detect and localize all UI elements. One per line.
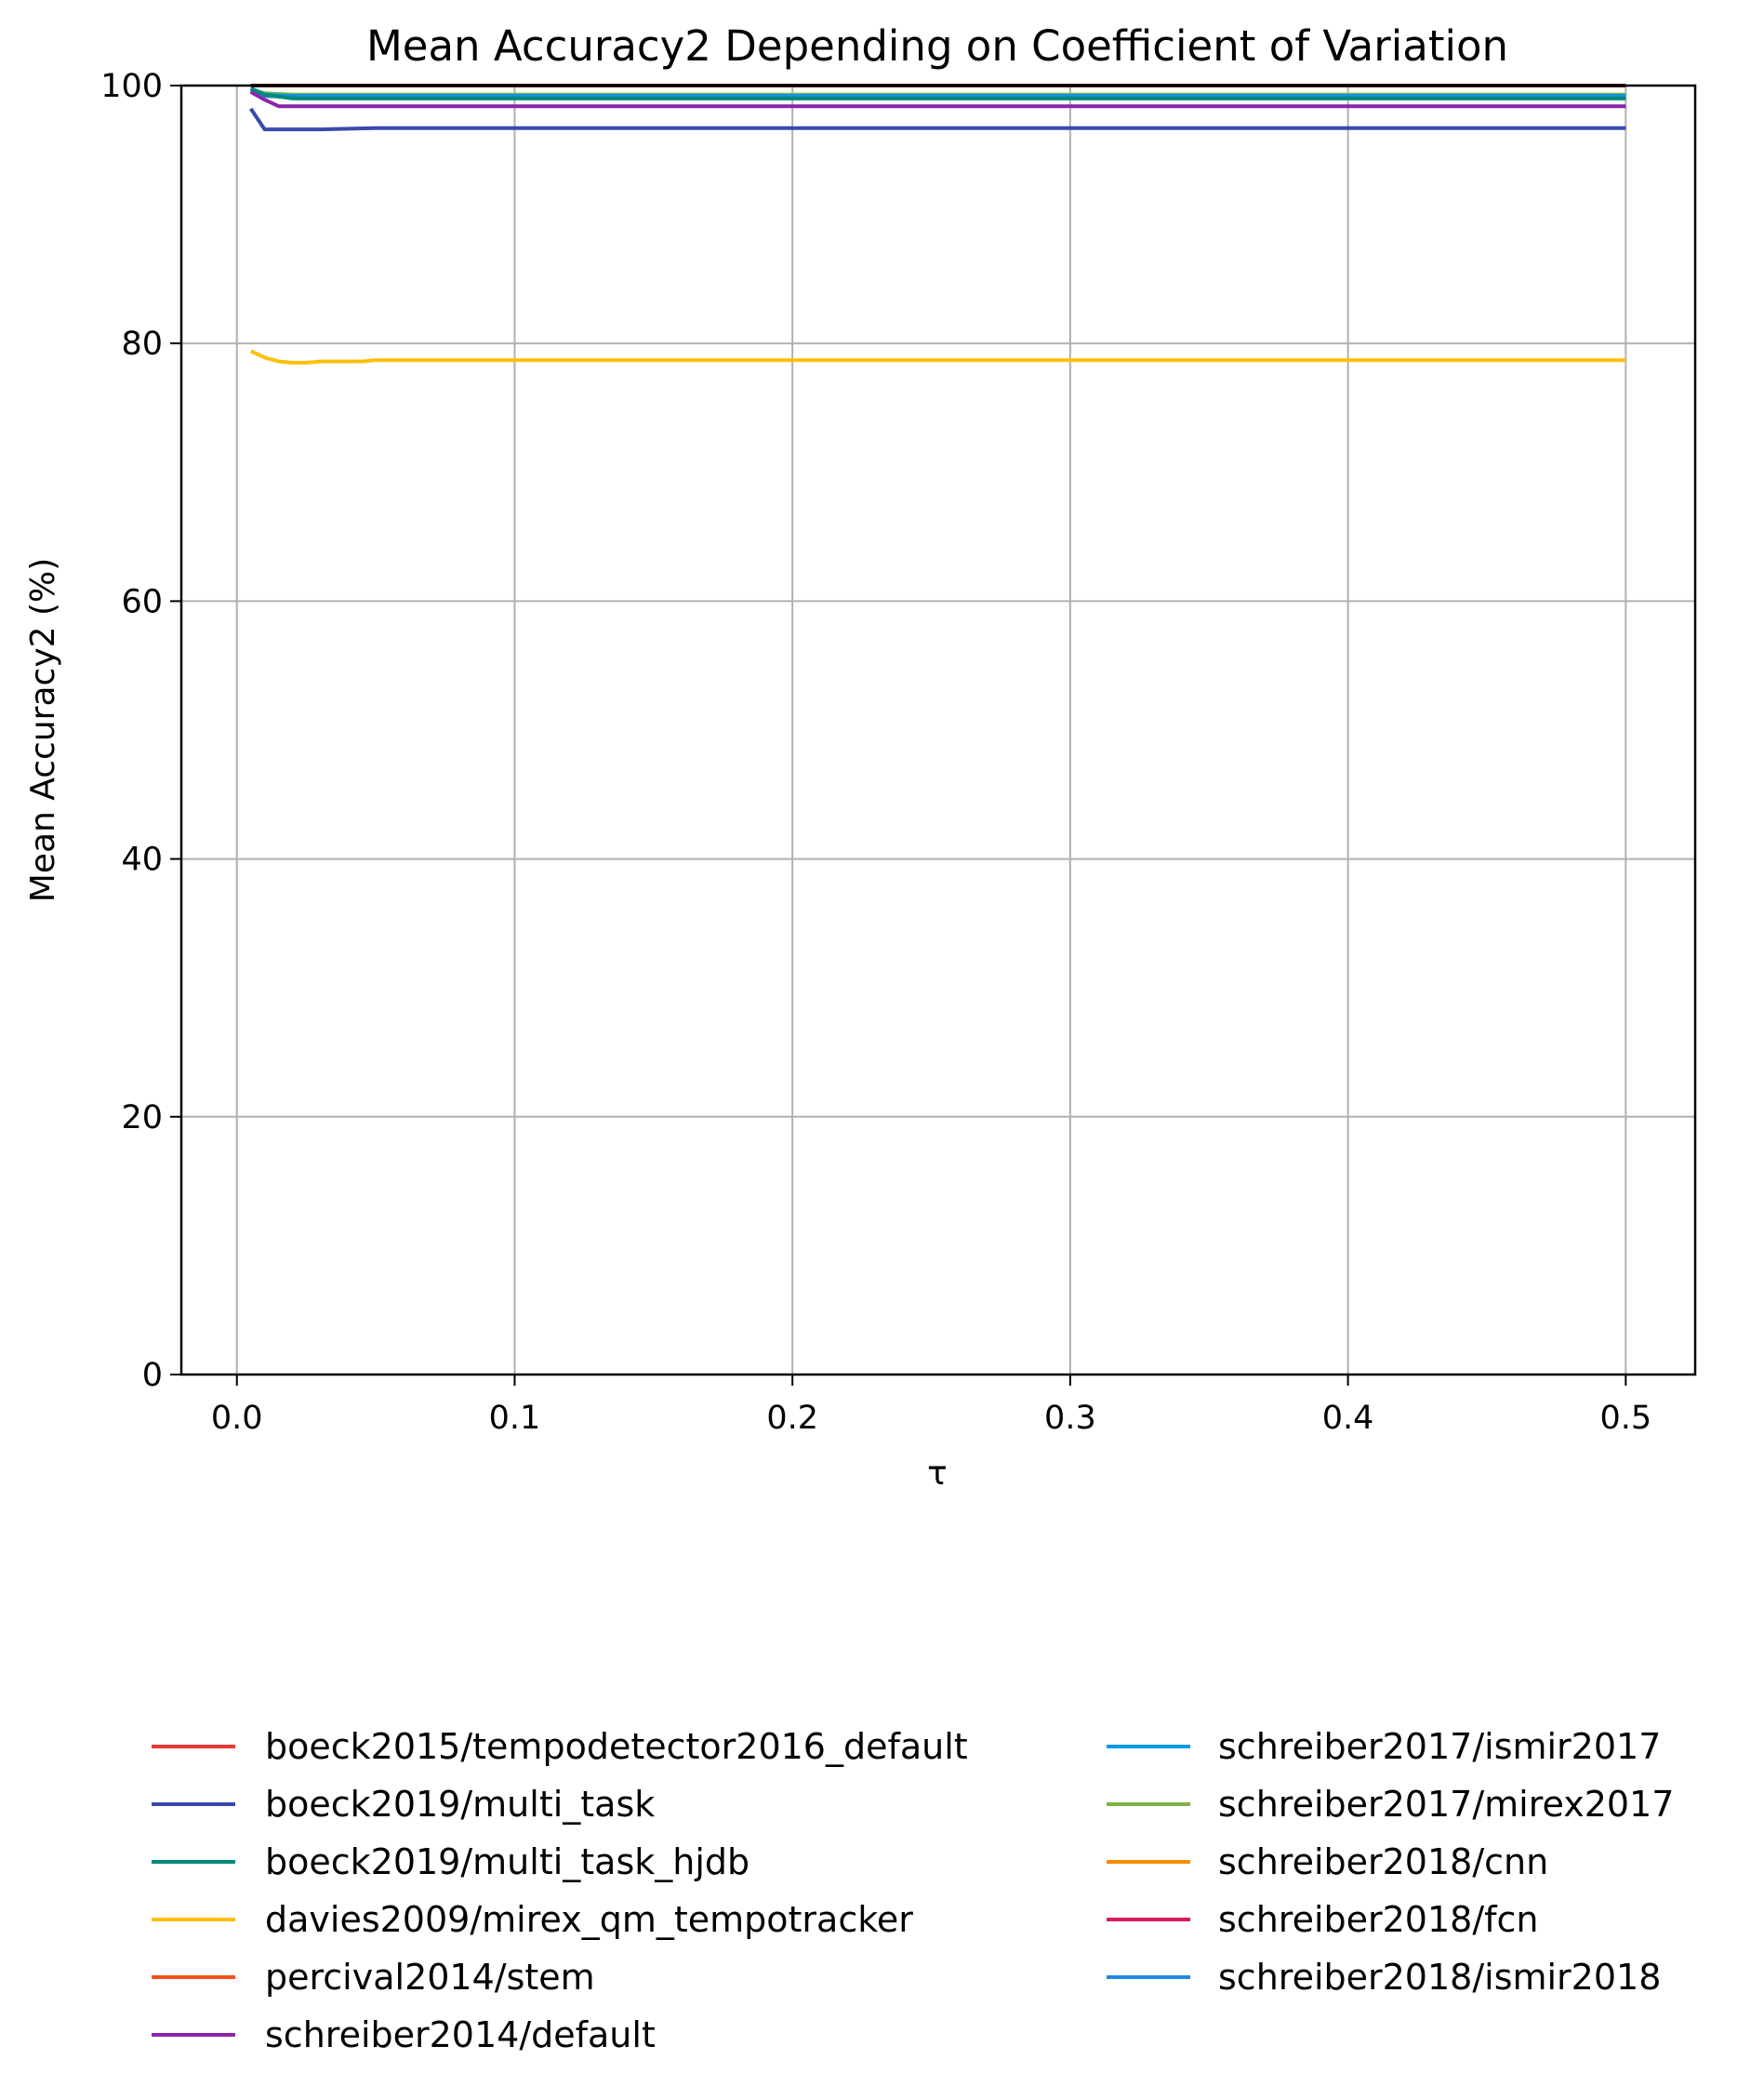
y-tick-label: 80 — [121, 325, 163, 363]
y-tick-label: 20 — [121, 1099, 163, 1136]
legend-label: davies2009/mirex_qm_tempotracker — [265, 1899, 913, 1940]
series-line — [249, 349, 1626, 365]
x-axis-label: τ — [927, 1455, 948, 1493]
legend-item: percival2014/stem — [152, 1957, 595, 1998]
legend-label: schreiber2017/ismir2017 — [1218, 1726, 1661, 1767]
legend-item: schreiber2018/fcn — [1107, 1899, 1539, 1940]
series-line — [249, 107, 1626, 132]
legend: boeck2015/tempodetector2016_defaultboeck… — [152, 1726, 1674, 2055]
x-axis-ticks: 0.0 0.1 0.2 0.3 0.4 0.5 — [211, 1375, 1651, 1437]
x-tick-label: 0.3 — [1044, 1400, 1096, 1437]
legend-label: schreiber2017/mirex2017 — [1218, 1784, 1674, 1825]
legend-label: boeck2019/multi_task_hjdb — [265, 1841, 749, 1882]
legend-label: schreiber2018/ismir2018 — [1218, 1957, 1661, 1998]
legend-label: percival2014/stem — [265, 1957, 595, 1998]
x-tick-label: 0.4 — [1322, 1400, 1374, 1437]
grid — [181, 85, 1695, 1375]
legend-item: boeck2015/tempodetector2016_default — [152, 1726, 968, 1767]
y-tick-label: 0 — [142, 1357, 163, 1394]
y-tick-label: 100 — [100, 68, 163, 105]
x-tick-label: 0.0 — [211, 1400, 263, 1437]
plot-frame — [179, 84, 1697, 1376]
y-axis-ticks: 0 20 40 60 80 100 — [100, 68, 181, 1394]
legend-label: boeck2019/multi_task — [265, 1784, 655, 1825]
legend-label: boeck2015/tempodetector2016_default — [265, 1726, 968, 1767]
x-tick-label: 0.1 — [489, 1400, 541, 1437]
legend-item: schreiber2014/default — [152, 2014, 656, 2055]
y-tick-label: 40 — [121, 842, 163, 879]
legend-item: schreiber2017/mirex2017 — [1107, 1784, 1674, 1825]
legend-item: schreiber2017/ismir2017 — [1107, 1726, 1661, 1767]
chart-title: Mean Accuracy2 Depending on Coefficient … — [366, 21, 1508, 71]
legend-item: schreiber2018/ismir2018 — [1107, 1957, 1661, 1998]
x-tick-label: 0.5 — [1599, 1400, 1651, 1437]
series-line — [249, 86, 1626, 100]
legend-item: boeck2019/multi_task — [152, 1784, 655, 1825]
y-tick-label: 60 — [121, 583, 163, 620]
legend-label: schreiber2018/cnn — [1218, 1841, 1548, 1882]
series-lines — [249, 84, 1626, 365]
legend-item: boeck2019/multi_task_hjdb — [152, 1841, 749, 1882]
series-line — [250, 87, 1626, 97]
legend-label: schreiber2018/fcn — [1218, 1899, 1539, 1940]
legend-label: schreiber2014/default — [265, 2014, 656, 2055]
legend-item: schreiber2018/cnn — [1107, 1841, 1548, 1882]
y-axis-label: Mean Accuracy2 (%) — [24, 558, 62, 903]
legend-item: davies2009/mirex_qm_tempotracker — [152, 1899, 913, 1940]
x-tick-label: 0.2 — [766, 1400, 818, 1437]
series-line — [249, 90, 1626, 109]
